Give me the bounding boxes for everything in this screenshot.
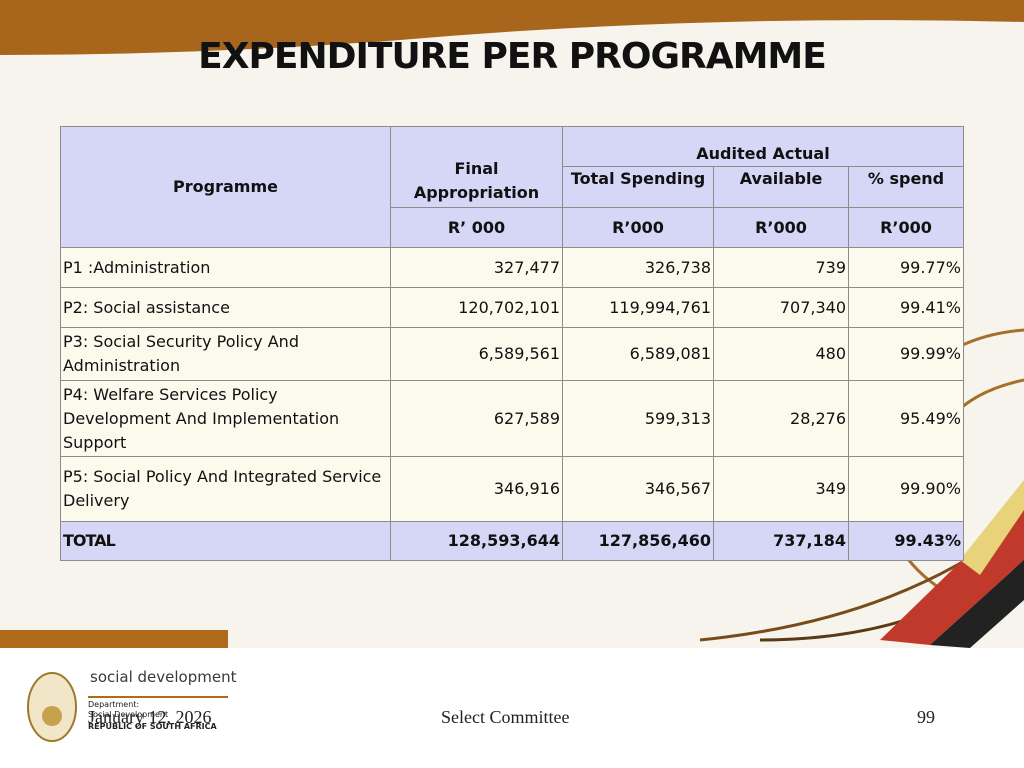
table-cell: 28,276 [713, 380, 849, 457]
table-cell: 99.99% [848, 327, 964, 381]
coat-of-arms [27, 672, 77, 742]
footer-date: January 12, 2026 [88, 707, 212, 727]
table-row: P5: Social Policy And Integrated Service… [60, 456, 964, 522]
table-cell: 127,856,460 [562, 521, 714, 561]
top-band [0, 0, 1024, 55]
table-cell: 480 [713, 327, 849, 381]
table-cell: P2: Social assistance [60, 287, 391, 328]
table-cell: 349 [713, 456, 849, 522]
slide-title: EXPENDITURE PER PROGRAMME [198, 36, 827, 77]
table-cell: % spend [848, 166, 964, 208]
footer-committee: Select Committee [441, 707, 570, 727]
expenditure-table: Programme Final Appropriation Audited Ac… [60, 126, 964, 561]
table-cell: Total Spending [562, 166, 714, 208]
table-cell: P1 :Administration [60, 247, 391, 288]
table-row: P2: Social assistance 120,702,101 119,994,… [60, 287, 964, 328]
bead-band [880, 480, 1024, 648]
header-cell: Audited Actual [562, 126, 964, 167]
header-cell: Programme [60, 126, 391, 248]
table-cell: 346,567 [562, 456, 714, 522]
table-cell: 99.77% [848, 247, 964, 288]
table-cell: 99.41% [848, 287, 964, 328]
table-cell: R’000 [848, 207, 964, 248]
header-cell: Final Appropriation [390, 126, 563, 208]
table-cell: Available [713, 166, 849, 208]
table-cell: 119,994,761 [562, 287, 714, 328]
table-cell: TOTAL [60, 521, 391, 561]
logo-country: REPUBLIC OF SOUTH AFRICA [88, 722, 217, 731]
footer-bg [0, 648, 1024, 768]
table-cell: P4: Welfare Services Policy Development … [60, 380, 391, 457]
table-cell: 95.49% [848, 380, 964, 457]
logo-dept-label: Department: [88, 700, 140, 709]
table-row: P3: Social Security Policy And Administr… [60, 327, 964, 381]
table-cell: 326,738 [562, 247, 714, 288]
table-row: P1 :Administration 327,477 326,738 739 99.77… [60, 247, 964, 288]
total-row: TOTAL 128,593,644 127,856,460 737,184 99.43% [60, 521, 964, 561]
table-cell: 737,184 [713, 521, 849, 561]
table-cell: P3: Social Security Policy And Administr… [60, 327, 391, 381]
bottom-band [0, 630, 228, 648]
table-cell: 327,477 [390, 247, 563, 288]
table-row: P4: Welfare Services Policy Development … [60, 380, 964, 457]
table-cell: 99.43% [848, 521, 964, 561]
table-cell: R’000 [713, 207, 849, 248]
table-cell: 346,916 [390, 456, 563, 522]
table-cell: 128,593,644 [390, 521, 563, 561]
table-cell: 627,589 [390, 380, 563, 457]
table-cell: 120,702,101 [390, 287, 563, 328]
table-cell: 6,589,081 [562, 327, 714, 381]
logo-name: social development [90, 668, 237, 686]
table-cell: P5: Social Policy And Integrated Service… [60, 456, 391, 522]
table-cell: 599,313 [562, 380, 714, 457]
table-cell: 707,340 [713, 287, 849, 328]
table-cell: R’000 [562, 207, 714, 248]
table-cell: 739 [713, 247, 849, 288]
table-cell: 99.90% [848, 456, 964, 522]
table-cell: R’ 000 [390, 207, 563, 248]
logo-dept-name: Social Development [88, 710, 169, 719]
footer-page: 99 [917, 707, 935, 727]
table-cell: 6,589,561 [390, 327, 563, 381]
